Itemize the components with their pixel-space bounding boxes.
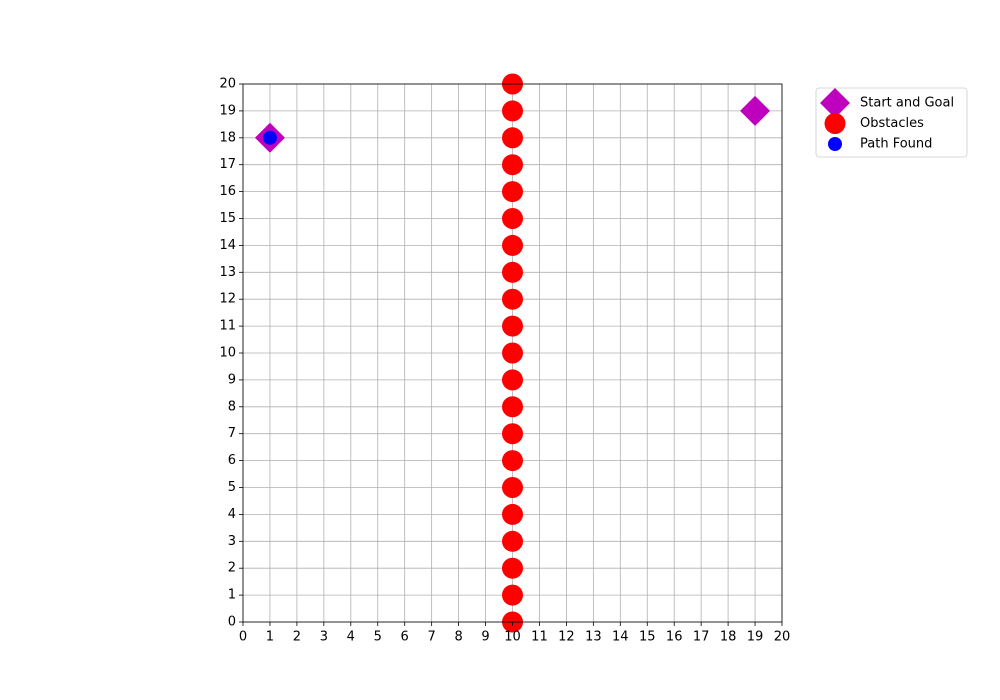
y-tick-label: 8 xyxy=(228,399,236,414)
y-tick-label: 14 xyxy=(219,238,236,253)
legend-label: Start and Goal xyxy=(860,96,954,111)
y-tick-label: 12 xyxy=(219,292,236,307)
y-tick-label: 1 xyxy=(228,588,236,603)
y-tick-label: 6 xyxy=(228,453,236,468)
point xyxy=(502,557,523,579)
x-tick-label: 8 xyxy=(454,630,462,645)
point xyxy=(502,288,523,310)
x-tick-label: 4 xyxy=(347,630,355,645)
y-tick-label: 4 xyxy=(228,507,236,522)
legend-box xyxy=(815,87,968,158)
y-tick-label: 15 xyxy=(219,211,236,226)
y-tick-label: 19 xyxy=(219,103,236,118)
y-tick-label: 18 xyxy=(219,130,236,145)
x-tick-label: 2 xyxy=(293,630,301,645)
x-tick-label: 18 xyxy=(720,630,737,645)
legend-label: Obstacles xyxy=(860,116,924,131)
y-tick-label: 5 xyxy=(228,480,236,495)
y-tick-label: 13 xyxy=(219,265,236,280)
y-tick-label: 7 xyxy=(228,426,236,441)
point xyxy=(502,503,523,525)
y-tick-label: 10 xyxy=(219,346,236,361)
marks xyxy=(254,73,771,633)
point xyxy=(502,342,523,364)
y-tick-label: 0 xyxy=(228,615,236,630)
ticks: 0 1 2 3 4 5 6 7 8 9 10 11 12 13 14 15 16 17 18 19 2001234567… xyxy=(219,77,790,645)
point xyxy=(740,95,771,126)
y-tick-label: 9 xyxy=(228,372,236,387)
point xyxy=(502,584,523,606)
y-tick-label: 20 xyxy=(219,77,236,92)
point xyxy=(502,261,523,283)
point xyxy=(502,315,523,337)
point xyxy=(502,127,523,149)
x-tick-label: 13 xyxy=(585,630,602,645)
y-tick-label: 2 xyxy=(228,561,236,576)
legend-marker xyxy=(828,137,842,151)
point xyxy=(502,181,523,203)
x-tick-label: 11 xyxy=(531,630,548,645)
x-tick-label: 0 xyxy=(239,630,247,645)
y-tick-label: 17 xyxy=(219,157,236,172)
x-tick-label: 17 xyxy=(693,630,710,645)
point xyxy=(502,530,523,552)
legend: Start and Goal Obstacles Path Found xyxy=(815,87,968,158)
legend-label: Path Found xyxy=(860,137,932,152)
x-tick-label: 14 xyxy=(612,630,629,645)
x-tick-label: 5 xyxy=(374,630,382,645)
x-tick-label: 12 xyxy=(558,630,575,645)
x-tick-label: 19 xyxy=(747,630,764,645)
legend-marker xyxy=(820,88,850,118)
x-tick-label: 6 xyxy=(401,630,409,645)
x-tick-label: 9 xyxy=(481,630,489,645)
point xyxy=(502,208,523,229)
point xyxy=(502,100,523,122)
point xyxy=(502,154,523,176)
y-tick-label: 3 xyxy=(228,534,236,549)
x-tick-label: 15 xyxy=(639,630,656,645)
x-tick-label: 10 xyxy=(504,630,521,645)
point xyxy=(502,423,523,445)
point xyxy=(502,396,523,418)
x-tick-label: 1 xyxy=(266,630,274,645)
x-tick-label: 7 xyxy=(428,630,436,645)
y-tick-label: 16 xyxy=(219,184,236,199)
x-tick-label: 16 xyxy=(666,630,683,645)
point xyxy=(502,369,523,391)
point xyxy=(502,477,523,498)
point xyxy=(502,234,523,256)
point xyxy=(502,450,523,472)
point xyxy=(262,130,277,145)
x-tick-label: 3 xyxy=(320,630,328,645)
y-tick-label: 11 xyxy=(219,319,236,334)
legend-marker xyxy=(824,113,846,134)
x-tick-label: 20 xyxy=(774,630,791,645)
